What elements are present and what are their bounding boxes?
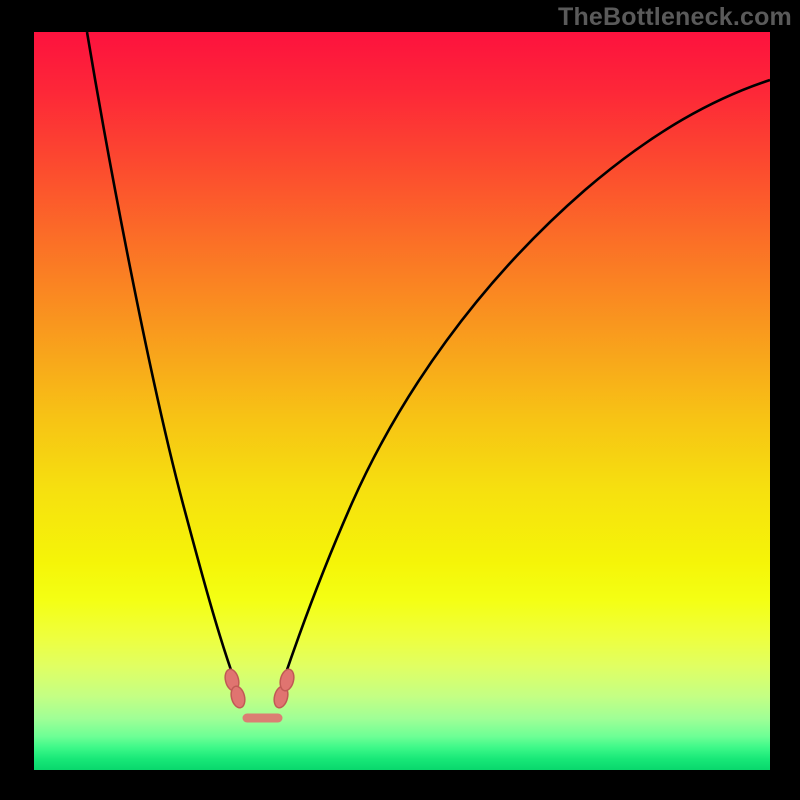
- curve-layer: [0, 0, 800, 800]
- valley-marker: [229, 685, 247, 709]
- marker-group: [223, 668, 296, 709]
- curve-right: [284, 80, 771, 680]
- curve-left: [87, 32, 235, 680]
- valley-marker: [278, 668, 296, 692]
